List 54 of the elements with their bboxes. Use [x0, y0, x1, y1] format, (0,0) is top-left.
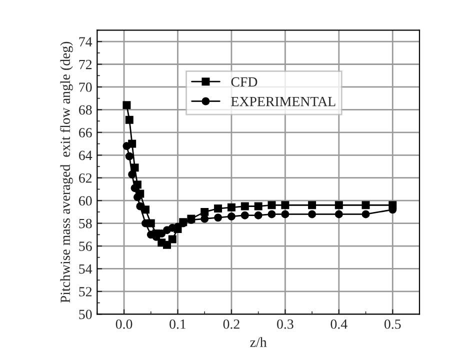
x-axis-title: z/h	[250, 337, 267, 347]
point	[362, 210, 370, 218]
point	[308, 210, 316, 218]
y-tick-label: 56	[79, 242, 92, 251]
point	[240, 202, 249, 210]
y-tick-label: 62	[79, 173, 92, 183]
point	[200, 208, 209, 216]
legend-label: CFD	[231, 77, 258, 87]
y-axis-title: Pitchwise mass averaged exit flow angle (deg)	[60, 42, 73, 303]
y-tick-label: 70	[79, 82, 92, 92]
point	[254, 202, 262, 210]
point	[128, 170, 136, 178]
point	[136, 202, 144, 210]
point	[125, 152, 134, 160]
y-tick-label: 66	[79, 128, 92, 138]
x-tick-label: 0.4	[330, 319, 348, 329]
point	[227, 203, 236, 212]
point	[130, 164, 139, 172]
y-tick-label: 72	[79, 60, 92, 70]
point	[122, 142, 131, 150]
point	[214, 204, 222, 213]
y-tick-label: 50	[79, 310, 92, 320]
point	[334, 210, 343, 218]
y-tick-label: 58	[79, 218, 92, 228]
y-tick-label: 74	[79, 37, 92, 46]
point	[122, 101, 131, 110]
point	[268, 210, 276, 218]
point	[281, 210, 290, 218]
point	[130, 184, 139, 192]
x-tick-label: 0.5	[384, 319, 401, 329]
x-tick-label: 0.3	[277, 319, 294, 329]
y-tick-label: 68	[79, 105, 92, 115]
y-tick-label: 54	[79, 264, 92, 274]
x-tick-label: 0.0	[116, 319, 132, 329]
point	[200, 214, 209, 223]
point	[227, 212, 236, 220]
x-tick-label: 0.1	[170, 319, 186, 329]
point	[214, 214, 222, 222]
x-tick-label: 0.2	[223, 319, 240, 329]
point	[268, 201, 276, 210]
point	[163, 240, 171, 249]
point	[334, 201, 343, 210]
point	[133, 193, 142, 202]
y-tick-label: 64	[79, 150, 92, 160]
point	[362, 201, 370, 210]
point	[240, 211, 249, 220]
y-tick-label: 60	[79, 196, 92, 206]
point	[254, 211, 262, 220]
legend-label: EXPERIMENTAL	[231, 96, 336, 106]
point	[281, 201, 290, 210]
point	[308, 201, 316, 210]
y-tick-label: 52	[79, 287, 92, 296]
point	[168, 235, 176, 244]
point	[125, 116, 134, 124]
